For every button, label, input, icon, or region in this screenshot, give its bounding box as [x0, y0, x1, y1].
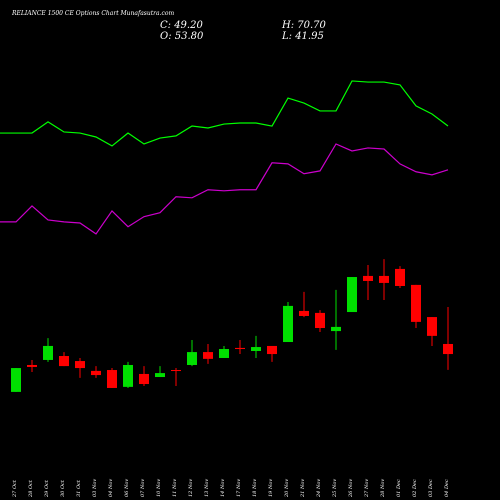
x-tick-label: 14 Nov [220, 479, 226, 497]
x-tick-label: 04 Nov [108, 479, 114, 497]
x-tick-label: 27 Nov [364, 479, 370, 498]
x-tick-label: 24 Nov [316, 479, 322, 498]
candle-body [251, 347, 261, 351]
candle-body [267, 345, 277, 355]
candle-body [331, 326, 341, 332]
candle-body [379, 275, 389, 283]
candle-body [427, 317, 437, 336]
candle-body [171, 370, 181, 372]
candle-body [139, 373, 149, 385]
candle-body [395, 268, 405, 286]
x-tick-label: 31 Oct [76, 479, 82, 497]
indicator-line [0, 143, 449, 235]
candle-body [347, 277, 357, 313]
candle-body [59, 356, 69, 367]
candle-body [411, 284, 421, 322]
x-tick-label: 07 Nov [140, 479, 146, 497]
x-tick-label: 25 Nov [332, 479, 338, 498]
candle-body [283, 305, 293, 343]
x-tick-label: 03 Dec [428, 479, 434, 497]
close-label: C: 49.20 [160, 20, 203, 31]
high-label: H: 70.70 [281, 20, 327, 31]
candle-body [187, 352, 197, 365]
candle-body [203, 352, 213, 359]
x-tick-label: 30 Oct [60, 479, 66, 497]
candle-body [11, 368, 21, 392]
x-tick-label: 10 Nov [156, 479, 162, 497]
x-tick-label: 29 Oct [44, 479, 50, 498]
candle-body [43, 345, 53, 360]
candle-body [75, 361, 85, 369]
x-tick-label: 18 Nov [252, 479, 258, 497]
x-tick-label: 03 Nov [92, 479, 98, 497]
x-tick-label: 04 Dec [444, 479, 450, 497]
candle-body [363, 275, 373, 281]
candle-body [299, 310, 309, 316]
x-tick-label: 13 Nov [204, 479, 210, 497]
candle-body [219, 349, 229, 358]
candle-body [123, 364, 133, 387]
x-tick-label: 12 Nov [188, 479, 194, 497]
x-tick-label: 17 Nov [236, 479, 242, 497]
x-tick-label: 02 Dec [412, 479, 418, 497]
low-label: L: 41.95 [281, 31, 324, 42]
indicator-line [0, 80, 449, 147]
x-tick-label: 21 Nov [300, 479, 306, 498]
chart-title: RELIANCE 1500 CE Options Chart Munafasut… [11, 10, 174, 17]
open-label: O: 53.80 [160, 31, 204, 42]
x-tick-label: 28 Oct [28, 479, 34, 498]
candle-body [27, 364, 37, 367]
x-tick-label: 26 Nov [348, 479, 354, 498]
x-tick-label: 19 Nov [268, 479, 274, 497]
x-tick-label: 06 Nov [124, 479, 130, 497]
candle-body [91, 370, 101, 376]
candle-body [155, 373, 165, 378]
candle-body [235, 347, 245, 350]
x-tick-label: 01 Dec [396, 479, 402, 497]
candle-body [315, 312, 325, 329]
x-tick-label: 27 Oct [12, 479, 18, 498]
candle-body [443, 343, 453, 355]
x-tick-label: 28 Nov [380, 479, 386, 498]
x-tick-label: 20 Nov [284, 479, 290, 498]
x-tick-label: 11 Nov [172, 479, 178, 497]
candle-body [107, 370, 117, 388]
